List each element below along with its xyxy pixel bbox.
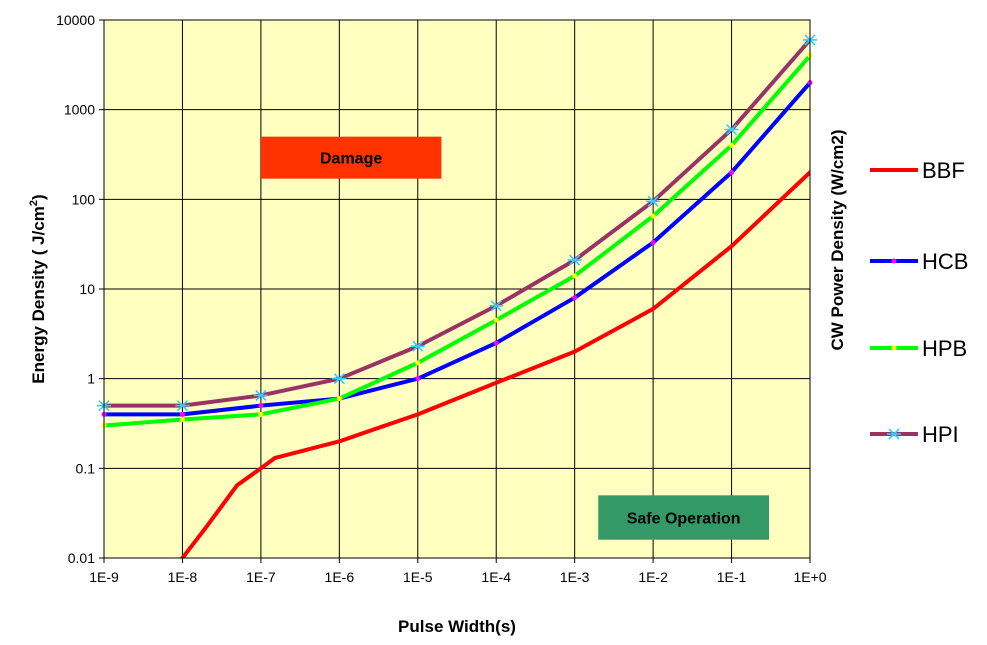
series-line-hcb xyxy=(104,80,810,417)
point-hcb-1 xyxy=(179,411,185,417)
point-hpb-5 xyxy=(493,317,499,323)
x-tick-label-4: 1E-5 xyxy=(403,569,433,585)
y-axis-title-main: Energy Density ( J/cm xyxy=(29,206,48,384)
ticks: 1E-9 1E-8 1E-7 1E-6 1E-5 1E-4 1E-3 1E-2 1E-1 1E+0… xyxy=(56,12,827,585)
point-hcb-4 xyxy=(415,376,421,382)
y-tick-label-2: 1 xyxy=(87,371,95,387)
point-hpb-2 xyxy=(258,411,264,417)
x-tick-label-2: 1E-7 xyxy=(246,569,276,585)
legend-marker-hcb xyxy=(891,258,897,264)
x-tick-label-3: 1E-6 xyxy=(325,569,355,585)
y-tick-label-0: 0.01 xyxy=(68,550,95,566)
point-hpi-8 xyxy=(724,123,739,136)
y-tick-label-4: 100 xyxy=(72,191,96,207)
point-hcb-6 xyxy=(572,295,578,301)
point-hpb-1 xyxy=(179,417,185,423)
legend-marker-hpi xyxy=(887,428,901,440)
y-tick-label-5: 1000 xyxy=(64,102,95,118)
y-tick-label-3: 10 xyxy=(79,281,95,297)
legend-label-hpb: HPB xyxy=(922,336,967,361)
legend: BBF HCB HPB HPI xyxy=(870,158,968,447)
point-hpi-7 xyxy=(646,195,661,207)
point-hcb-2 xyxy=(258,403,264,409)
point-hpb-4 xyxy=(415,360,421,366)
annotation-box-1 xyxy=(598,495,769,540)
series-line-bbf xyxy=(179,170,810,558)
series-line-hpb xyxy=(104,53,810,428)
point-hcb-5 xyxy=(493,340,499,346)
annotation-label-1: Safe Operation xyxy=(627,511,741,528)
point-hpi-3 xyxy=(332,373,347,385)
legend-marker-hpb xyxy=(891,345,897,351)
x-tick-label-9: 1E+0 xyxy=(793,569,826,585)
point-hpb-7 xyxy=(650,213,656,219)
y-axis-title-sup: 2 xyxy=(28,200,40,206)
x-tick-label-5: 1E-4 xyxy=(481,569,511,585)
point-hpi-4 xyxy=(410,340,425,352)
point-hpb-6 xyxy=(572,273,578,279)
series-group xyxy=(97,34,817,558)
y-axis-title: Energy Density ( J/cm2) xyxy=(28,194,48,383)
point-hpi-2 xyxy=(253,389,268,402)
x-tick-label-7: 1E-2 xyxy=(638,569,668,585)
legend-label-hcb: HCB xyxy=(922,249,968,274)
x-tick-label-6: 1E-3 xyxy=(560,569,590,585)
point-hcb-7 xyxy=(650,240,656,246)
legend-label-bbf: BBF xyxy=(922,158,965,183)
annotation-label-0: Damage xyxy=(320,151,382,168)
annotation-box-0 xyxy=(260,136,442,179)
point-hpi-1 xyxy=(175,400,190,412)
annotations: Damage Safe Operation xyxy=(260,136,769,540)
x-tick-label-0: 1E-9 xyxy=(89,569,119,585)
x-tick-label-1: 1E-8 xyxy=(168,569,198,585)
y-tick-label-6: 10000 xyxy=(56,12,95,28)
point-hpi-6 xyxy=(567,254,582,266)
x-axis-title: Pulse Width(s) xyxy=(398,617,516,636)
series-line-hpi xyxy=(104,37,810,408)
point-hcb-8 xyxy=(729,169,735,175)
right-axis-title: CW Power Density (W/cm2) xyxy=(828,129,847,350)
point-hpb-3 xyxy=(336,396,342,402)
legend-label-hpi: HPI xyxy=(922,422,959,447)
point-hpi-5 xyxy=(489,300,504,312)
y-tick-label-1: 0.1 xyxy=(76,460,96,476)
y-axis-title-end: ) xyxy=(29,194,48,200)
series-clip-group xyxy=(104,37,810,558)
point-hpb-8 xyxy=(729,142,735,148)
x-tick-label-8: 1E-1 xyxy=(717,569,747,585)
